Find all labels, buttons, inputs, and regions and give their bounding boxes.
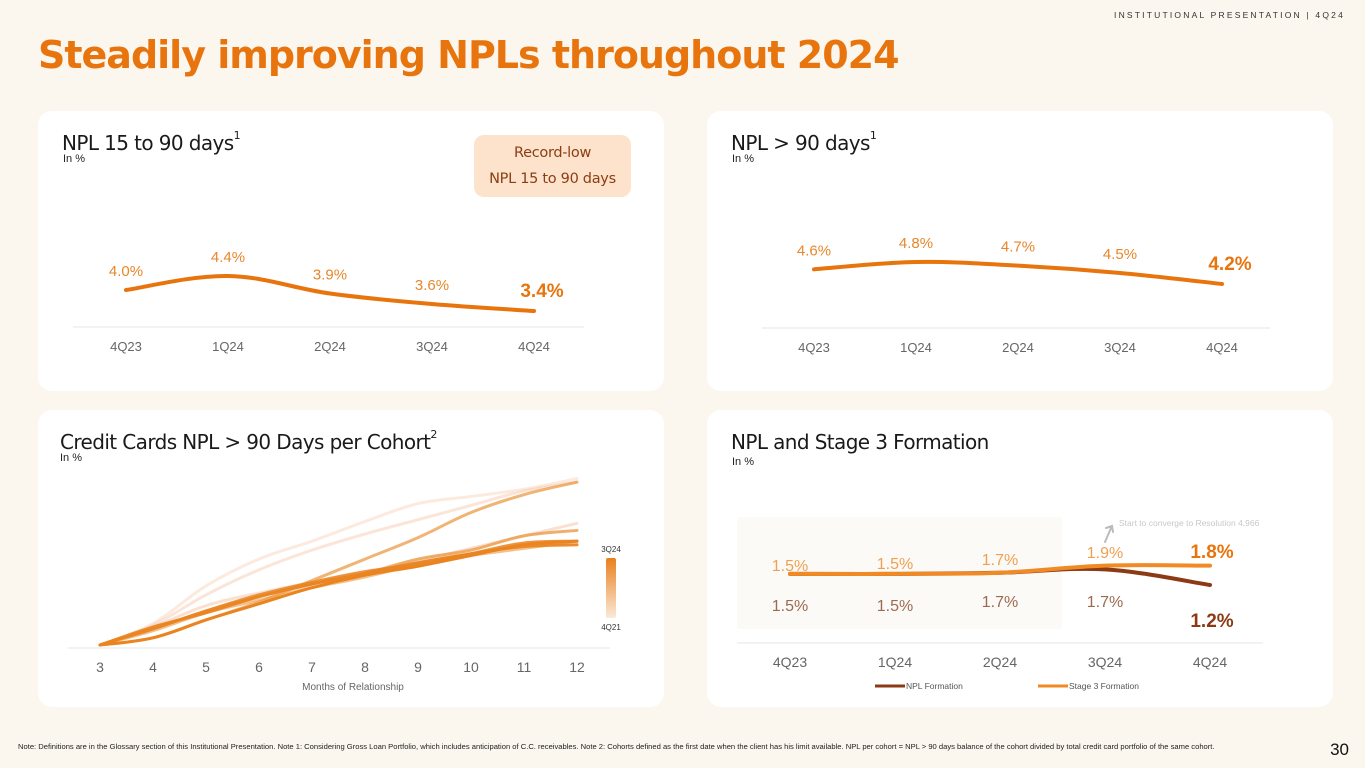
x-tick-label: 3 (96, 659, 104, 675)
x-axis-title: Months of Relationship (302, 682, 404, 693)
stage3-data-label: 1.8% (1190, 542, 1233, 563)
badge-line-1: Record-low (513, 145, 592, 161)
cohort-series-line (98, 480, 579, 647)
card-title: Credit Cards NPL > 90 Days per Cohort2 (60, 428, 437, 454)
x-tick-label: 2Q24 (983, 654, 1017, 670)
npl-90-chart: 4Q23 4.6% 1Q24 4.8% 2Q24 4.7% 3Q24 4.5% 4Q24 4.2% (762, 235, 1270, 355)
arrow-icon (1104, 524, 1114, 543)
data-label: 4.8% (899, 235, 933, 252)
x-tick-label: 4Q23 (798, 340, 830, 355)
record-low-badge: Record-low NPL 15 to 90 days (474, 135, 631, 197)
card-title: NPL > 90 days1 (731, 129, 877, 155)
legend-label-stage3: Stage 3 Formation (1069, 681, 1139, 691)
x-tick-label: 4Q23 (110, 339, 142, 354)
card-subtitle: In % (60, 452, 83, 464)
stage3-data-label: 1.9% (1087, 545, 1123, 562)
cohort-series-line (98, 539, 579, 647)
data-label: 3.9% (313, 267, 347, 284)
formation-chart: 4Q23 1.5% 1.5% 1Q24 1.5% 1.5% 2Q24 1.7% 1.7% 3Q24… (737, 517, 1263, 691)
cohort-card: Credit Cards NPL > 90 Days per Cohort2 I… (38, 410, 664, 707)
card-subtitle: In % (732, 456, 755, 468)
badge-line-2: NPL 15 to 90 days (489, 171, 616, 187)
series-line (124, 273, 536, 313)
data-label: 4.4% (211, 249, 245, 266)
x-tick-label: 3Q24 (416, 339, 448, 354)
data-label: 4.0% (109, 263, 143, 280)
npl-data-label: 1.7% (1087, 594, 1123, 611)
annotation-text: Start to converge to Resolution 4,966 (1119, 518, 1260, 528)
x-tick-label: 4Q23 (773, 654, 807, 670)
x-tick-label: 9 (414, 659, 422, 675)
x-tick-label: 3Q24 (1104, 340, 1136, 355)
data-label: 3.6% (415, 277, 449, 294)
stage3-data-label: 1.7% (982, 552, 1018, 569)
formation-card: NPL and Stage 3 Formation In % 4Q23 1.5% 1… (707, 410, 1333, 707)
npl-data-label: 1.7% (982, 594, 1018, 611)
card-title-text: NPL > 90 days (731, 131, 870, 155)
x-tick-label: 1Q24 (878, 654, 912, 670)
series-line (812, 259, 1224, 286)
npl-15-90-chart: 4Q23 4.0% 1Q24 4.4% 2Q24 3.9% 3Q24 3.6% 4Q24 3.4% (73, 249, 584, 354)
x-tick-label: 7 (308, 659, 316, 675)
data-label: 4.5% (1103, 246, 1137, 263)
x-tick-label: 6 (255, 659, 263, 675)
card-subtitle: In % (63, 153, 86, 165)
cohort-series-line (98, 539, 579, 647)
stage3-data-label: 1.5% (772, 558, 808, 575)
x-tick-label: 4Q24 (1206, 340, 1238, 355)
data-label: 4.7% (1001, 239, 1035, 256)
page-number: 30 (1330, 740, 1349, 759)
npl-data-label: 1.5% (877, 598, 913, 615)
x-tick-label: 2Q24 (1002, 340, 1034, 355)
card-subtitle: In % (732, 153, 755, 165)
x-tick-label: 8 (361, 659, 369, 675)
footnote: Note: Definitions are in the Glossary se… (18, 742, 1215, 751)
legend-top-label: 3Q24 (601, 545, 621, 554)
x-tick-label: 1Q24 (212, 339, 244, 354)
cohort-series-line (98, 477, 579, 647)
page-title-bold: Steadily improving (38, 33, 426, 77)
card-title-text: NPL 15 to 90 days (62, 131, 234, 155)
cohort-chart: 3 4 5 6 7 8 9 10 11 12 Months of Relationship 3Q24 4… (68, 477, 621, 693)
x-tick-label: 12 (569, 659, 585, 675)
presentation-tag: INSTITUTIONAL PRESENTATION | 4Q24 (1114, 10, 1345, 20)
footnote-ref: 1 (869, 129, 877, 142)
npl-data-label: 1.5% (772, 598, 808, 615)
x-tick-label: 1Q24 (900, 340, 932, 355)
data-label: 3.4% (520, 281, 563, 302)
cohort-series-line (98, 543, 579, 647)
card-title-text: Credit Cards NPL > 90 Days per Cohort (60, 430, 431, 454)
legend-label-npl: NPL Formation (906, 681, 963, 691)
page-title-regular: NPLs throughout 2024 (424, 33, 899, 77)
card-title: NPL and Stage 3 Formation (731, 430, 989, 454)
card-title-text: NPL and Stage 3 Formation (731, 430, 989, 454)
npl-90-card: NPL > 90 days1 In % 4Q23 4.6% 1Q24 4.8% 2Q24… (707, 111, 1333, 391)
x-tick-label: 10 (463, 659, 479, 675)
x-tick-label: 11 (517, 659, 532, 675)
x-tick-label: 4Q24 (1193, 654, 1227, 670)
footnote-ref: 2 (430, 428, 437, 441)
data-label: 4.2% (1208, 254, 1251, 275)
cohort-gradient-legend (606, 558, 616, 618)
x-tick-label: 4 (149, 659, 157, 675)
data-label: 4.6% (797, 242, 831, 259)
legend-bottom-label: 4Q21 (601, 623, 621, 632)
stage3-data-label: 1.5% (877, 556, 913, 573)
x-tick-label: 3Q24 (1088, 654, 1122, 670)
card-title: NPL 15 to 90 days1 (62, 129, 241, 155)
stage3-formation-line (788, 563, 1212, 576)
page-title: Steadily improving NPLs throughout 2024 (38, 33, 900, 77)
npl-15-90-card: NPL 15 to 90 days1 In % Record-low NPL 1… (38, 111, 664, 391)
cohort-series-line (98, 539, 579, 647)
npl-data-label: 1.2% (1190, 611, 1233, 632)
x-tick-label: 5 (202, 659, 210, 675)
footnote-ref: 1 (233, 129, 241, 142)
x-tick-label: 2Q24 (314, 339, 346, 354)
x-tick-label: 4Q24 (518, 339, 550, 354)
